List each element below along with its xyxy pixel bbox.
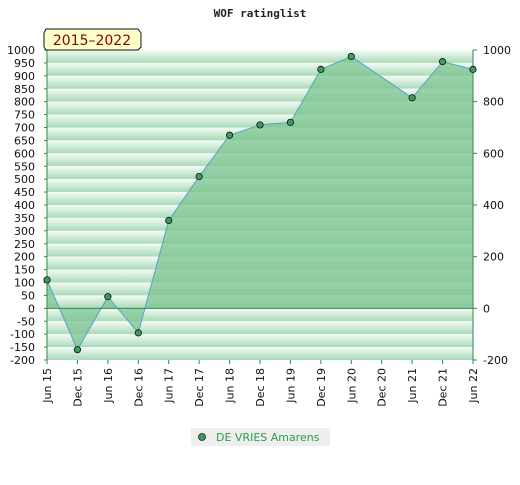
x-tick-label: Dec 21: [437, 368, 450, 407]
y-tick-label-left: 650: [14, 134, 35, 147]
y-tick-label-right: 1000: [483, 44, 511, 57]
y-tick-label-left: 0: [28, 302, 35, 315]
series-area: [47, 56, 473, 350]
y-tick-label-right: 800: [483, 96, 504, 109]
grid-band: [47, 347, 473, 360]
y-tick-label-left: 750: [14, 109, 35, 122]
period-badge-text: 2015–2022: [53, 33, 131, 49]
data-point: [134, 329, 142, 337]
x-tick-label: Dec 15: [71, 368, 84, 407]
x-tick-label: Dec 20: [376, 368, 389, 407]
x-tick-label: Dec 18: [254, 368, 267, 407]
x-tick-label: Dec 19: [315, 368, 328, 407]
x-tick-label: Dec 16: [132, 368, 145, 407]
y-tick-label-left: 350: [14, 212, 35, 225]
data-point: [195, 172, 203, 181]
y-tick-label-left: 250: [14, 238, 35, 251]
grid-band: [47, 308, 473, 322]
x-tick-label: Jun 19: [284, 368, 297, 404]
y-tick-label-right: -200: [483, 354, 508, 367]
y-tick-label-left: 600: [14, 147, 35, 160]
x-tick-label: Jun 16: [102, 368, 115, 404]
legend-label: DE VRIES Amarens: [216, 431, 320, 444]
x-tick-label: Jun 21: [406, 368, 419, 404]
y-tick-label-left: 500: [14, 173, 35, 186]
x-tick-label: Jun 22: [467, 368, 480, 404]
y-tick-label-left: 50: [21, 289, 35, 302]
y-tick-label-left: 950: [14, 57, 35, 70]
legend-background: [191, 428, 330, 446]
y-tick-label-left: 300: [14, 225, 35, 238]
y-tick-label-left: 900: [14, 70, 35, 83]
y-tick-label-left: -100: [10, 328, 35, 341]
y-tick-label-left: 450: [14, 186, 35, 199]
y-tick-label-right: 0: [483, 302, 490, 315]
x-tick-label: Dec 17: [193, 368, 206, 407]
data-point: [408, 94, 416, 102]
chart-title: WOF ratinglist: [214, 7, 307, 20]
y-tick-label-left: 150: [14, 264, 35, 277]
y-tick-label-left: 700: [14, 122, 35, 135]
y-tick-label-left: 100: [14, 277, 35, 290]
grid-band: [47, 321, 473, 335]
data-point: [73, 346, 82, 354]
grid-band: [47, 334, 473, 348]
legend: DE VRIES Amarens: [191, 428, 330, 446]
y-tick-label-left: 200: [14, 251, 35, 264]
period-badge: 2015–2022: [43, 28, 142, 51]
y-tick-label-left: 400: [14, 199, 35, 212]
data-point: [469, 65, 477, 73]
series-line: [46, 55, 474, 351]
y-tick-label-left: -200: [10, 354, 35, 367]
data-point: [104, 293, 112, 301]
y-tick-label-right: 200: [483, 251, 504, 264]
y-tick-label-left: 550: [14, 160, 35, 173]
data-point: [286, 118, 295, 126]
y-tick-label-left: 1000: [7, 44, 35, 57]
y-tick-label-right: 600: [483, 147, 504, 160]
data-point: [256, 121, 264, 129]
x-tick-label: Jun 15: [41, 368, 54, 404]
grid-band: [47, 62, 473, 76]
data-point: [438, 58, 447, 66]
x-tick-label: Jun 18: [224, 368, 237, 404]
data-point: [165, 216, 173, 225]
y-tick-label-left: 850: [14, 83, 35, 96]
y-tick-label-left: 800: [14, 96, 35, 109]
data-point: [225, 131, 234, 139]
grid-band: [47, 75, 473, 89]
data-point: [317, 65, 325, 73]
y-tick-label-left: -150: [10, 341, 35, 354]
x-tick-label: Jun 20: [345, 368, 358, 404]
x-tick-label: Jun 17: [163, 368, 176, 404]
legend-marker-icon: [198, 433, 206, 441]
y-tick-label-left: -50: [17, 315, 35, 328]
grid-band: [47, 50, 473, 63]
data-point: [43, 276, 51, 284]
y-tick-label-right: 400: [483, 199, 504, 212]
data-point: [347, 52, 355, 61]
